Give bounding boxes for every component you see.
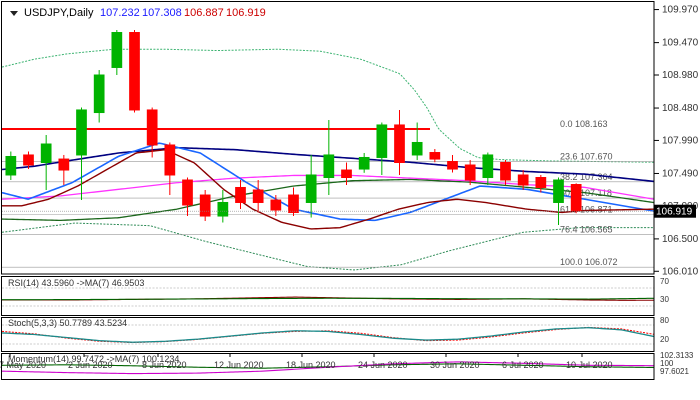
svg-text:109.470: 109.470: [662, 38, 699, 49]
svg-text:106.887: 106.887: [184, 7, 224, 19]
svg-text:107.490: 107.490: [662, 168, 699, 179]
svg-text:80: 80: [660, 316, 669, 325]
svg-text:USDJPY,Daily: USDJPY,Daily: [24, 7, 94, 19]
svg-text:106.010: 106.010: [662, 266, 699, 277]
svg-text:107.232: 107.232: [100, 7, 140, 19]
svg-text:0.0 108.163: 0.0 108.163: [560, 119, 608, 129]
svg-text:76.4 106.565: 76.4 106.565: [560, 225, 613, 235]
svg-text:10 Jul 2020: 10 Jul 2020: [566, 360, 613, 370]
svg-text:Stoch(5,3,3) 50.7789 43.5234: Stoch(5,3,3) 50.7789 43.5234: [8, 318, 127, 328]
svg-text:106.500: 106.500: [662, 234, 699, 245]
svg-text:12 Jun 2020: 12 Jun 2020: [214, 360, 264, 370]
svg-text:18 Jun 2020: 18 Jun 2020: [286, 360, 336, 370]
svg-text:30 Jun 2020: 30 Jun 2020: [430, 360, 480, 370]
svg-text:20: 20: [660, 335, 669, 344]
svg-text:100.0 106.072: 100.0 106.072: [560, 257, 618, 267]
svg-text:107.990: 107.990: [662, 135, 699, 146]
svg-text:108.980: 108.980: [662, 70, 699, 81]
svg-text:27 May 2020: 27 May 2020: [0, 360, 46, 370]
svg-text:107.308: 107.308: [142, 7, 182, 19]
svg-text:108.480: 108.480: [662, 103, 699, 114]
svg-text:24 Jun 2020: 24 Jun 2020: [358, 360, 408, 370]
svg-text:106.919: 106.919: [226, 7, 266, 19]
svg-text:106.919: 106.919: [656, 207, 693, 218]
svg-text:70: 70: [660, 277, 669, 286]
svg-text:30: 30: [660, 295, 669, 304]
svg-text:23.6 107.670: 23.6 107.670: [560, 152, 613, 162]
svg-text:97.6021: 97.6021: [660, 367, 689, 376]
svg-text:61.8 106.871: 61.8 106.871: [560, 204, 613, 214]
svg-text:6 Jul 2020: 6 Jul 2020: [502, 360, 544, 370]
svg-text:2 Jun 2020: 2 Jun 2020: [68, 360, 113, 370]
svg-text:8 Jun 2020: 8 Jun 2020: [142, 360, 187, 370]
svg-text:109.970: 109.970: [662, 5, 699, 16]
svg-text:RSI(14) 43.5960 ->MA(7) 46.95: RSI(14) 43.5960 ->MA(7) 46.9503: [8, 278, 144, 288]
